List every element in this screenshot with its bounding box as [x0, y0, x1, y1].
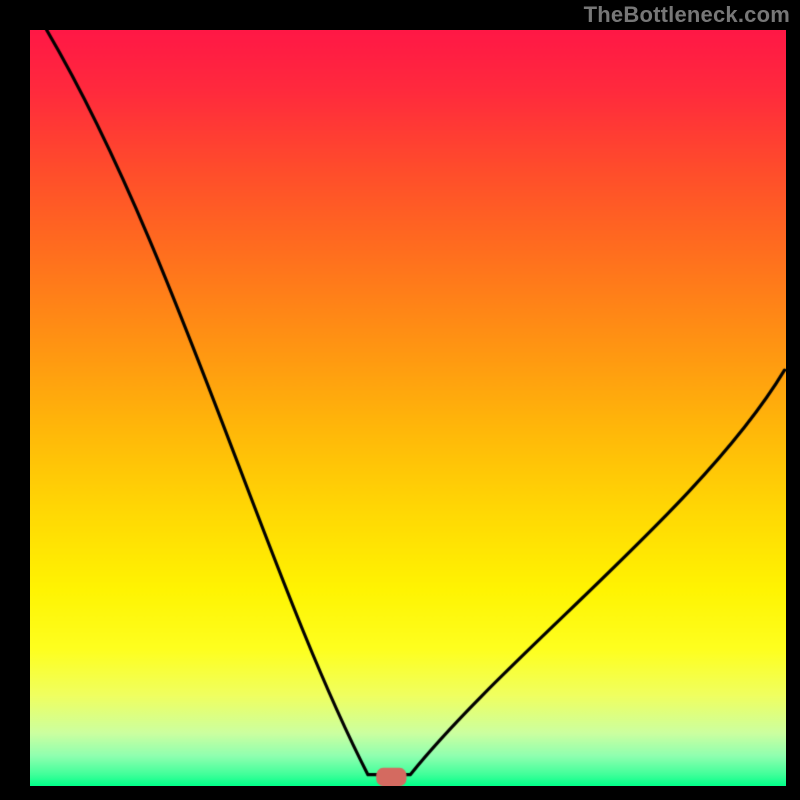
curve-canvas: [30, 30, 786, 786]
plot-area: [30, 30, 786, 786]
watermark-text: TheBottleneck.com: [584, 2, 790, 28]
chart-container: TheBottleneck.com: [0, 0, 800, 800]
